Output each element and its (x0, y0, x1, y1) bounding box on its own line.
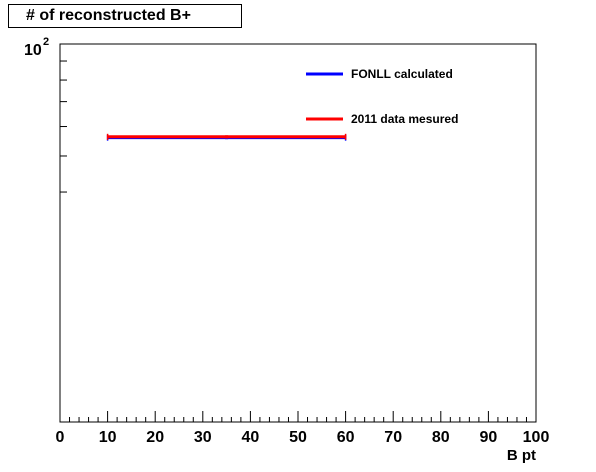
chart-title: # of reconstructed B+ (8, 4, 242, 28)
y-tick-label-base: 10 (24, 42, 42, 59)
x-tick-label: 100 (523, 429, 550, 446)
x-tick-label: 90 (480, 429, 498, 446)
data-point (225, 135, 229, 139)
y-tick-label-exponent: 2 (43, 36, 49, 48)
series-layer (106, 133, 347, 141)
x-tick-label: 0 (56, 429, 65, 446)
plot-frame (59, 43, 537, 423)
x-tick-label: 10 (99, 429, 117, 446)
legend: FONLL calculated 2011 data mesured (306, 67, 458, 126)
x-axis-title: B pt (507, 447, 536, 464)
x-tick-label: 20 (146, 429, 164, 446)
x-axis-tick-labels: 0 10 20 30 40 50 60 70 80 90 100 (56, 429, 550, 446)
x-tick-label: 80 (432, 429, 450, 446)
x-tick-label: 30 (194, 429, 212, 446)
x-tick-label: 60 (337, 429, 355, 446)
x-axis-ticks (59, 411, 537, 422)
x-tick-label: 70 (384, 429, 402, 446)
legend-label-2011-data: 2011 data mesured (351, 112, 458, 126)
legend-label-fonll: FONLL calculated (351, 67, 453, 81)
x-tick-label: 50 (289, 429, 307, 446)
x-tick-label: 40 (242, 429, 260, 446)
y-axis-ticks (60, 43, 74, 193)
